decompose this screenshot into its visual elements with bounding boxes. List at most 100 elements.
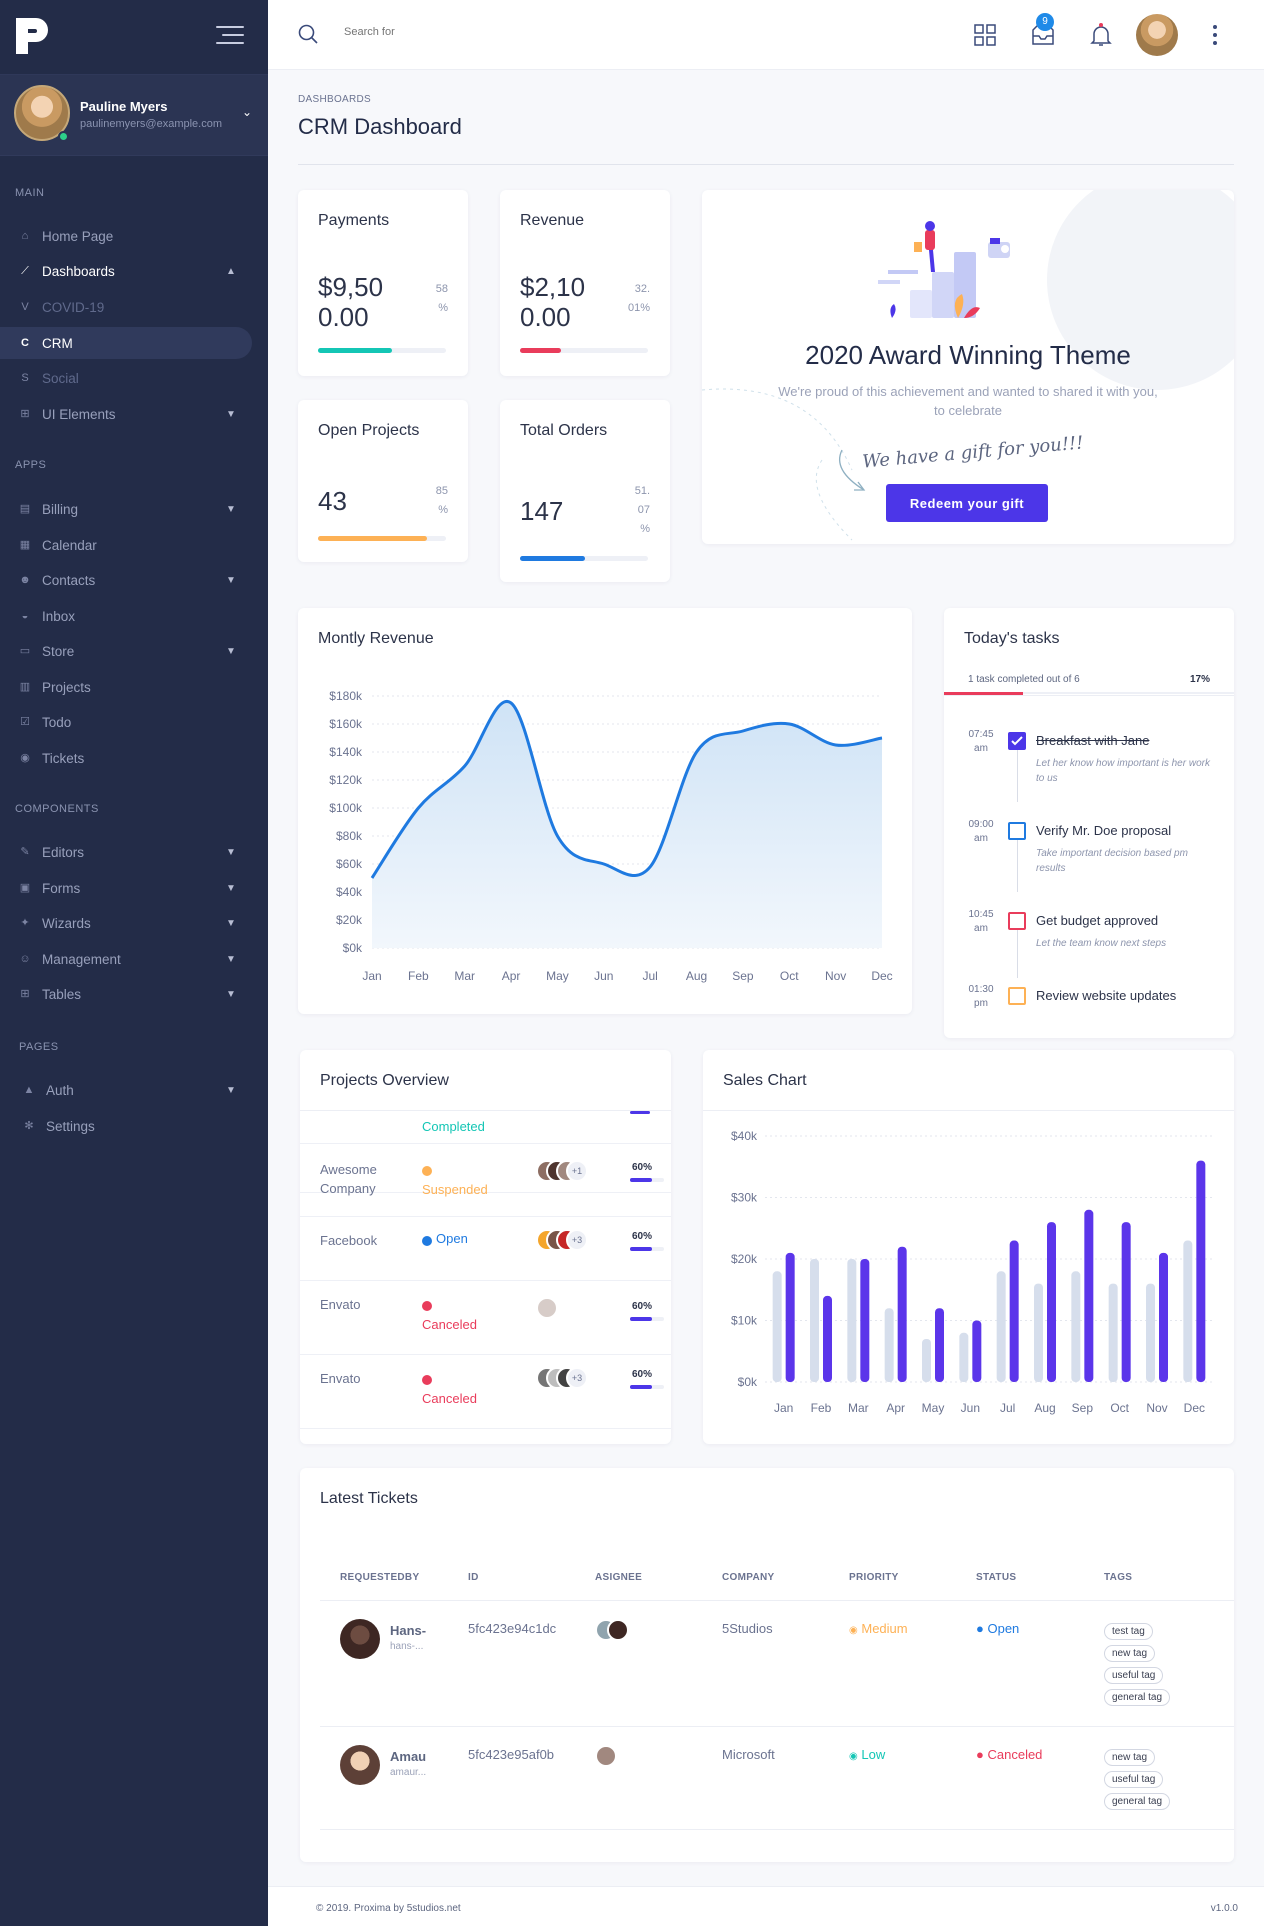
task-checkbox[interactable] [1008,732,1026,750]
x-tick-label: Sep [732,969,754,983]
nav-auth[interactable]: ▲ Auth ▼ [4,1074,272,1106]
nav-settings[interactable]: ✻ Settings [4,1110,272,1142]
menu-toggle-icon[interactable] [216,26,244,44]
requester-username: amaur... [390,1767,427,1778]
ticket-row[interactable]: Hans- hans-... 5fc423e94c1dc 5Studios ◉ … [320,1600,1234,1726]
priority-icon: ◉ [849,1625,858,1636]
project-row[interactable]: Awesome Company Suspended +1 60% [300,1143,671,1217]
user-avatar[interactable] [1136,14,1178,56]
bar-series-2 [860,1259,870,1382]
tag[interactable]: test tag [1104,1623,1153,1640]
nav-dashboards[interactable]: ⟋ Dashboards ▲ [0,255,268,287]
nav-social[interactable]: S Social [0,362,268,394]
bar-series-1 [1071,1271,1081,1382]
project-row[interactable]: Envato Canceled +3 60% [300,1355,671,1429]
tasks-percent: 17% [1189,674,1210,685]
x-tick-label: Nov [825,969,846,983]
task-checkbox[interactable] [1008,987,1026,1005]
task-name: Verify Mr. Doe proposal [1036,823,1172,838]
bell-icon[interactable] [1088,22,1114,48]
status-dot [422,1236,432,1246]
bar-series-2 [1159,1252,1168,1382]
nav-management[interactable]: ☺ Management ▼ [0,943,268,975]
x-tick-label: Oct [1110,1401,1129,1415]
project-row[interactable]: Completed [300,1111,671,1193]
x-tick-label: Jan [774,1401,793,1415]
inbox-badge: 9 [1036,13,1054,31]
user-panel[interactable]: Pauline Myers paulinemyers@example.com ⌄ [0,74,268,156]
search-icon[interactable] [298,24,318,44]
more-vertical-icon[interactable] [1212,24,1218,46]
tag[interactable]: new tag [1104,1749,1156,1766]
tag[interactable]: new tag [1104,1645,1156,1662]
stat-percent-unit: % [438,302,448,314]
tag-list: new tag useful tag general tag [1104,1749,1171,1815]
column-header[interactable]: STATUS [976,1572,1017,1583]
nav-store[interactable]: ▭ Store ▼ [0,635,268,667]
stat-percent: 07 [637,504,650,516]
y-tick-label: $140k [329,745,363,759]
nav-billing[interactable]: ▤ Billing ▼ [0,493,268,525]
nav-forms[interactable]: ▣ Forms ▼ [0,872,268,904]
ticket-priority: Low [861,1747,886,1762]
nav-todo[interactable]: ☑ Todo [0,706,268,738]
nav-label: Home Page [42,228,114,244]
apps-grid-icon[interactable] [972,22,998,48]
stat-value: 0.00 [520,302,571,332]
bar-series-2 [1047,1222,1056,1382]
breadcrumb[interactable]: DASHBOARDS [298,94,372,105]
search-input[interactable] [344,26,544,38]
stat-card-total-orders: Total Orders 147 51. 07% [500,400,670,582]
column-header[interactable]: COMPANY [722,1572,775,1583]
nav-home[interactable]: ⌂ Home Page [0,220,268,252]
nav-contacts[interactable]: ☻ Contacts ▼ [0,564,268,596]
chevron-down-icon: ▼ [226,988,236,1000]
column-header[interactable]: PRIORITY [849,1572,899,1583]
task-checkbox[interactable] [1008,822,1026,840]
task-desc: Let her know how important is her work t… [1036,758,1210,784]
proxima-logo[interactable] [14,16,54,56]
task-name: Get budget approved [1036,913,1159,928]
nav-wizards[interactable]: ✦ Wizards ▼ [0,907,268,939]
bar-series-1 [922,1338,931,1382]
progress-bar [318,348,446,353]
nav-label: Dashboards [42,263,115,279]
task-checkbox[interactable] [1008,912,1026,930]
column-header[interactable]: ASIGNEE [595,1572,643,1583]
tag[interactable]: general tag [1104,1689,1171,1706]
nav-covid[interactable]: V COVID-19 [0,291,268,323]
chevron-down-icon[interactable]: ⌄ [242,105,253,119]
x-tick-label: Jan [362,969,381,983]
column-header[interactable]: TAGS [1104,1572,1133,1583]
stat-value: $2,10 [520,272,586,302]
ticket-company: Microsoft [722,1747,775,1762]
y-tick-label: $120k [329,773,363,787]
tag[interactable]: general tag [1104,1793,1171,1810]
redeem-gift-button[interactable]: Redeem your gift [886,484,1048,522]
tag[interactable]: useful tag [1104,1771,1164,1788]
nav-label: Billing [42,501,79,517]
topbar: 9 [268,0,1264,70]
check-circle-icon: ◉ [849,1751,858,1762]
nav-tables[interactable]: ⊞ Tables ▼ [0,978,268,1010]
project-status: Suspended [422,1182,488,1197]
nav-crm[interactable]: C CRM [0,327,252,359]
project-row[interactable]: Facebook Open +3 60% [300,1217,671,1281]
column-header[interactable]: ID [468,1572,479,1583]
ticket-row[interactable]: Amau amaur... 5fc423e95af0b Microsoft ◉ … [320,1726,1234,1830]
x-tick-label: Dec [1184,1401,1205,1415]
grid-icon: ⊞ [20,408,30,420]
nav-editors[interactable]: ✎ Editors ▼ [0,836,268,868]
x-tick-label: Apr [502,969,521,983]
project-row[interactable]: Envato Canceled 60% [300,1281,671,1355]
column-header[interactable]: REQUESTEDBY [340,1572,420,1583]
magic-wand-icon: ✦ [20,917,30,929]
nav-inbox[interactable]: ◒ Inbox [0,600,268,632]
nav-projects[interactable]: ▥ Projects [0,671,268,703]
nav-calendar[interactable]: ▦ Calendar [0,529,268,561]
tag[interactable]: useful tag [1104,1667,1164,1684]
nav-tickets[interactable]: ◉ Tickets [0,742,268,774]
nav-ui-elements[interactable]: ⊞ UI Elements ▼ [0,398,268,430]
card-title: Latest Tickets [320,1490,418,1507]
x-tick-label: Aug [1034,1401,1055,1415]
